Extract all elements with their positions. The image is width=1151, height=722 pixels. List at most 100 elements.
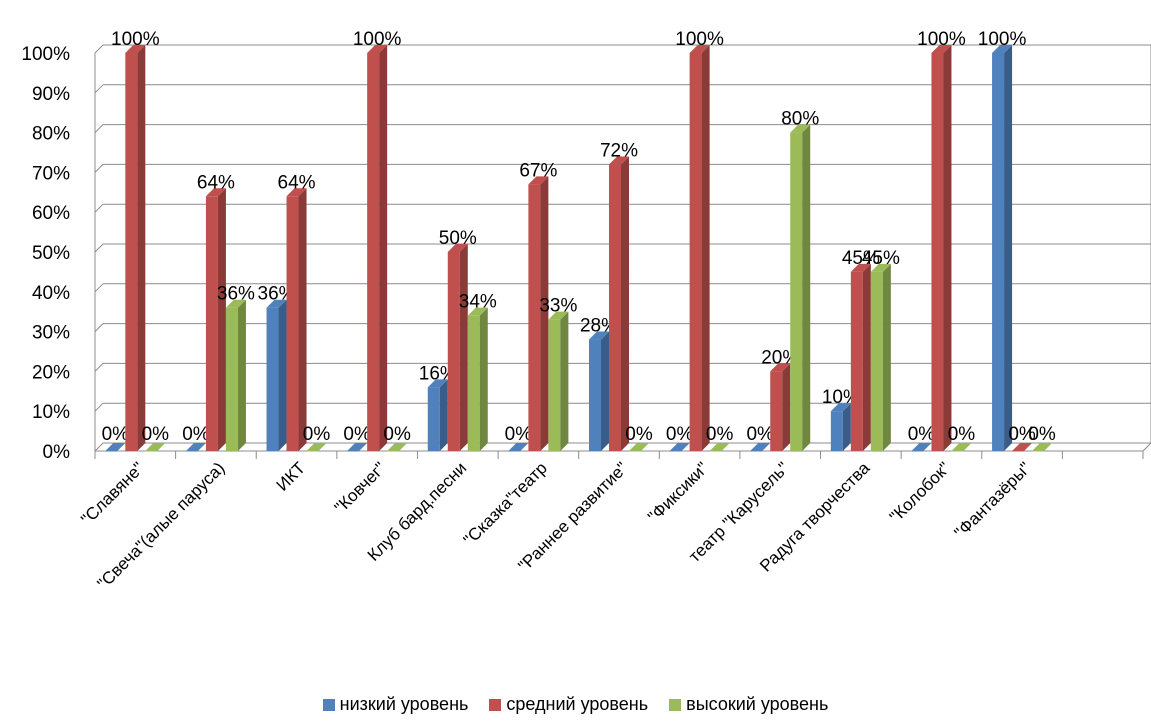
gridline-side [94,44,104,54]
gridline-side [94,164,104,173]
data-label-low-1: 0% [182,424,210,445]
y-tick-label: 80% [32,124,70,145]
bar-high-6 [629,443,649,452]
y-tick-label: 0% [43,442,71,463]
bar-high-1 [225,299,246,451]
bar-low-0 [105,443,126,452]
bar-high-4 [467,307,488,451]
bar-medium-11 [1012,443,1033,452]
bar-high-9 [870,263,891,451]
data-label-medium-8: 20% [761,347,799,368]
data-label-medium-1: 64% [197,172,235,193]
data-label-low-6: 28% [580,316,618,337]
data-label-low-10: 0% [908,424,936,445]
bar-high-8 [790,124,811,451]
category-label-0: "Славяне" [77,458,147,528]
gridline-side [94,124,104,133]
gridline-side [94,402,104,412]
data-label-medium-5: 67% [519,160,557,181]
bar-low-4 [427,379,448,451]
bar-medium-2 [286,188,307,451]
legend-label-high: высокий уровень [686,694,829,714]
legend-label-medium: средний уровень [506,694,649,714]
bar-high-10 [951,443,972,452]
data-label-high-0: 0% [142,424,170,445]
bar-high-7 [709,443,730,452]
data-label-medium-11: 0% [1008,424,1036,445]
data-label-medium-0: 100% [111,29,160,50]
bar-low-8 [750,443,771,452]
data-label-high-11: 0% [1028,424,1056,445]
data-label-high-4: 34% [459,292,497,313]
y-tick-label: 30% [32,323,70,344]
legend-label-low: низкий уровень [339,694,469,714]
data-label-medium-7: 100% [675,29,724,50]
legend-item-high: высокий уровень [669,694,828,715]
category-label-10: "Колобок" [886,458,954,526]
data-label-medium-10: 100% [917,29,966,50]
legend-swatch-low [322,699,335,711]
y-tick-label: 100% [21,44,70,65]
data-label-low-11: 100% [978,29,1027,50]
data-label-medium-3: 100% [353,29,402,50]
gridline-side [94,84,104,94]
floor-side [1142,442,1151,452]
legend: низкий уровень средний уровень высокий у… [0,694,1151,715]
category-label-2: ИКТ [273,458,309,494]
bar-medium-3 [367,45,388,451]
data-label-low-3: 0% [343,424,371,445]
y-tick-label: 60% [32,203,70,224]
data-label-low-5: 0% [505,424,533,445]
data-label-high-1: 36% [217,284,255,305]
category-label-3: "Ковчег" [331,458,390,517]
bar-low-7 [669,443,690,452]
y-tick-label: 40% [32,283,70,304]
bar-medium-9 [850,263,871,451]
y-tick-label: 50% [32,243,70,264]
bar-medium-8 [770,363,791,451]
category-label-11: "Фантазёры" [951,458,1035,542]
data-label-low-9: 10% [822,387,860,408]
bar-high-0 [145,443,166,452]
category-label-5: "Сказка"театр [460,458,551,549]
gridline-side [94,243,104,253]
legend-swatch-medium [489,699,502,711]
bar-medium-5 [528,176,549,451]
bar-low-11 [992,45,1013,451]
category-label-7: "Фиксики" [644,458,712,526]
data-label-medium-4: 50% [439,228,477,249]
data-label-low-7: 0% [666,424,694,445]
chart: 0% 10% 20% 30% 40% 50% 60% 70% 80% 90% 100% 0% 100% 0… [21,29,1151,593]
gridline-side [94,363,104,372]
data-label-high-9: 45% [862,248,900,269]
gridline-side [94,323,104,332]
data-label-high-3: 0% [383,424,411,445]
bar-high-2 [306,443,327,452]
bar-low-9 [830,403,851,451]
bar-low-2 [266,299,287,451]
y-tick-label: 20% [32,362,70,383]
data-label-high-8: 80% [781,109,819,130]
legend-item-medium: средний уровень [489,694,648,715]
bar-low-10 [911,443,932,452]
bar-high-3 [387,443,408,452]
gridline-side [94,203,104,213]
bar-medium-1 [205,188,226,451]
bar-medium-0 [125,45,146,451]
data-label-high-5: 33% [539,296,577,317]
data-label-low-8: 0% [746,424,774,445]
data-label-medium-6: 72% [600,140,638,161]
data-label-low-2: 36% [258,284,296,305]
gridline-side [94,442,104,452]
data-label-high-7: 0% [706,424,734,445]
legend-swatch-high [669,699,682,711]
data-label-low-4: 16% [419,363,457,384]
legend-item-low: низкий уровень [322,694,469,715]
bar-medium-6 [609,156,629,451]
bar-low-3 [347,443,368,452]
data-label-high-6: 0% [625,424,653,445]
data-label-medium-2: 64% [278,172,316,193]
bar-medium-10 [931,45,952,451]
bar-low-1 [185,443,206,452]
data-label-high-2: 0% [303,424,331,445]
